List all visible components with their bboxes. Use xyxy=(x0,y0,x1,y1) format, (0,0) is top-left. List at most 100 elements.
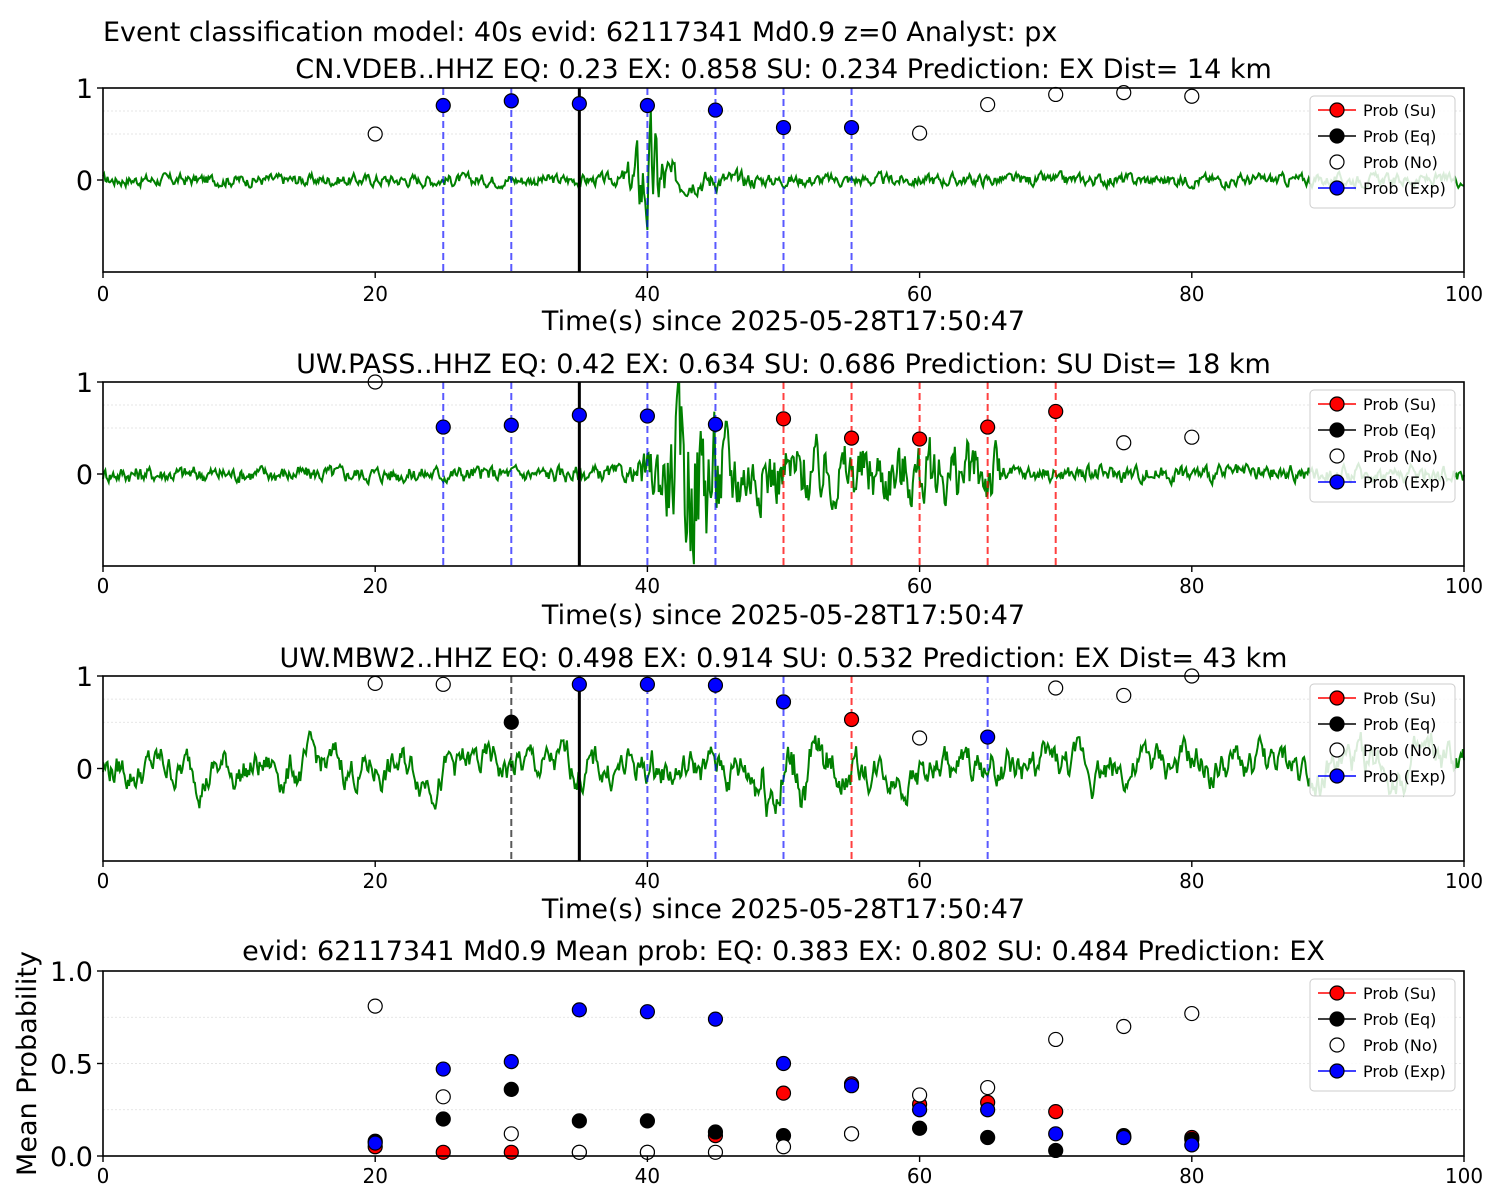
prob-point-exp xyxy=(639,408,656,424)
legend-label: Prob (Exp) xyxy=(1363,473,1446,492)
prob-point-exp xyxy=(503,93,519,109)
legend-marker-no xyxy=(1329,448,1345,464)
mean-point-exp xyxy=(503,1054,519,1070)
figure-title: Event classification model: 40s evid: 62… xyxy=(103,17,1057,48)
x-tick-label: 0 xyxy=(97,869,110,893)
prob-point-su xyxy=(911,431,928,447)
x-tick-label: 60 xyxy=(907,282,932,306)
legend: Prob (Su) Prob (Eq) Prob (No) Prob (Exp) xyxy=(1309,978,1456,1092)
x-tick-label: 100 xyxy=(1445,1164,1483,1188)
mean-point-exp xyxy=(843,1078,860,1094)
legend-label: Prob (Exp) xyxy=(1363,767,1446,786)
prob-point-no xyxy=(435,676,451,692)
prob-point-no xyxy=(1048,680,1064,696)
prob-point-exp xyxy=(571,407,587,423)
legend-label: Prob (Exp) xyxy=(1363,179,1446,198)
prob-point-su xyxy=(843,430,860,446)
prob-point-exp xyxy=(707,102,724,118)
legend-marker-no xyxy=(1329,742,1345,758)
prob-point-no xyxy=(367,675,383,692)
legend-label: Prob (Eq) xyxy=(1363,1010,1436,1029)
panel-title: UW.MBW2..HHZ EQ: 0.498 EX: 0.914 SU: 0.5… xyxy=(280,643,1288,674)
panel-title: CN.VDEB..HHZ EQ: 0.23 EX: 0.858 SU: 0.23… xyxy=(295,54,1272,85)
legend-label: Prob (Eq) xyxy=(1363,421,1436,440)
legend-label: Prob (Su) xyxy=(1363,689,1436,708)
mean-point-no xyxy=(775,1139,792,1155)
prob-point-exp xyxy=(435,97,451,114)
prob-point-exp xyxy=(503,417,519,433)
x-tick-label: 60 xyxy=(907,574,932,598)
legend-marker-exp xyxy=(1329,474,1345,490)
prob-point-exp xyxy=(980,729,996,745)
mean-point-no xyxy=(911,1087,928,1103)
x-tick-label: 100 xyxy=(1445,282,1483,306)
y-tick-label: 1.0 xyxy=(50,957,93,988)
x-tick-label: 60 xyxy=(907,1164,932,1188)
mean-point-no xyxy=(571,1144,587,1160)
mean-point-eq xyxy=(707,1124,724,1140)
legend-marker-eq xyxy=(1329,128,1345,144)
legend-label: Prob (No) xyxy=(1363,447,1438,466)
x-tick-label: 40 xyxy=(635,282,660,306)
x-tick-label: 80 xyxy=(1179,869,1204,893)
mean-point-no xyxy=(435,1089,451,1105)
prob-point-no xyxy=(367,126,383,142)
mean-point-su xyxy=(435,1144,451,1160)
prob-point-no xyxy=(980,96,996,113)
x-axis-label: Time(s) since 2025-05-28T17:50:47 xyxy=(541,600,1025,631)
prob-point-exp xyxy=(843,119,860,136)
mean-point-exp xyxy=(1048,1126,1064,1142)
mean-point-eq xyxy=(980,1129,996,1146)
prob-point-exp xyxy=(571,96,587,112)
legend-label: Prob (Su) xyxy=(1363,395,1436,414)
prob-point-exp xyxy=(775,119,792,136)
prob-point-no xyxy=(1116,687,1132,704)
y-tick-label: 0.0 xyxy=(50,1142,93,1173)
mean-point-no xyxy=(1184,1005,1200,1022)
mean-point-eq xyxy=(639,1113,656,1129)
x-tick-label: 20 xyxy=(362,1164,387,1188)
x-axis-label: Time(s) since 2025-05-28T17:50:47 xyxy=(541,894,1025,925)
panel-title: UW.PASS..HHZ EQ: 0.42 EX: 0.634 SU: 0.68… xyxy=(296,349,1271,380)
mean-point-eq xyxy=(503,1081,519,1098)
x-tick-label: 40 xyxy=(635,1164,660,1188)
legend-label: Prob (Eq) xyxy=(1363,127,1436,146)
mean-point-exp xyxy=(980,1102,996,1118)
x-tick-label: 100 xyxy=(1445,574,1483,598)
mean-point-eq xyxy=(911,1120,928,1136)
prob-point-no xyxy=(911,125,928,141)
mean-point-su xyxy=(775,1085,792,1101)
legend-marker-su xyxy=(1329,102,1345,118)
x-tick-label: 0 xyxy=(97,1164,110,1188)
prob-point-no xyxy=(1184,429,1200,445)
legend-label: Prob (Exp) xyxy=(1363,1062,1446,1081)
mean-point-no xyxy=(367,998,383,1014)
x-tick-label: 80 xyxy=(1179,574,1204,598)
prob-point-no xyxy=(1116,435,1132,451)
mean-point-su xyxy=(503,1144,519,1160)
legend-box xyxy=(1309,978,1456,1092)
x-tick-label: 40 xyxy=(635,574,660,598)
y-tick-label: 0 xyxy=(76,460,93,491)
panel-title: evid: 62117341 Md0.9 Mean prob: EQ: 0.38… xyxy=(242,936,1325,967)
x-tick-label: 0 xyxy=(97,574,110,598)
legend-label: Prob (No) xyxy=(1363,741,1438,760)
prob-point-su xyxy=(1048,403,1064,420)
prob-point-no xyxy=(1116,84,1132,101)
panel-4: evid: 62117341 Md0.9 Mean prob: EQ: 0.38… xyxy=(12,936,1483,1188)
mean-point-eq xyxy=(435,1111,451,1127)
x-tick-label: 0 xyxy=(97,282,110,306)
x-tick-label: 20 xyxy=(362,282,387,306)
y-tick-label: 0 xyxy=(76,755,93,786)
prob-point-su xyxy=(980,419,996,435)
mean-point-no xyxy=(503,1126,519,1142)
legend: Prob (Su) Prob (Eq) Prob (No) Prob (Exp) xyxy=(1309,683,1456,797)
prob-point-su xyxy=(843,711,860,728)
mean-point-no xyxy=(1048,1031,1064,1048)
mean-point-exp xyxy=(435,1061,451,1077)
panel-2: UW.PASS..HHZ EQ: 0.42 EX: 0.634 SU: 0.68… xyxy=(76,349,1483,631)
mean-point-su xyxy=(1048,1103,1064,1120)
legend-label: Prob (No) xyxy=(1363,153,1438,172)
mean-point-no xyxy=(707,1144,724,1160)
legend: Prob (Su) Prob (Eq) Prob (No) Prob (Exp) xyxy=(1309,95,1456,209)
